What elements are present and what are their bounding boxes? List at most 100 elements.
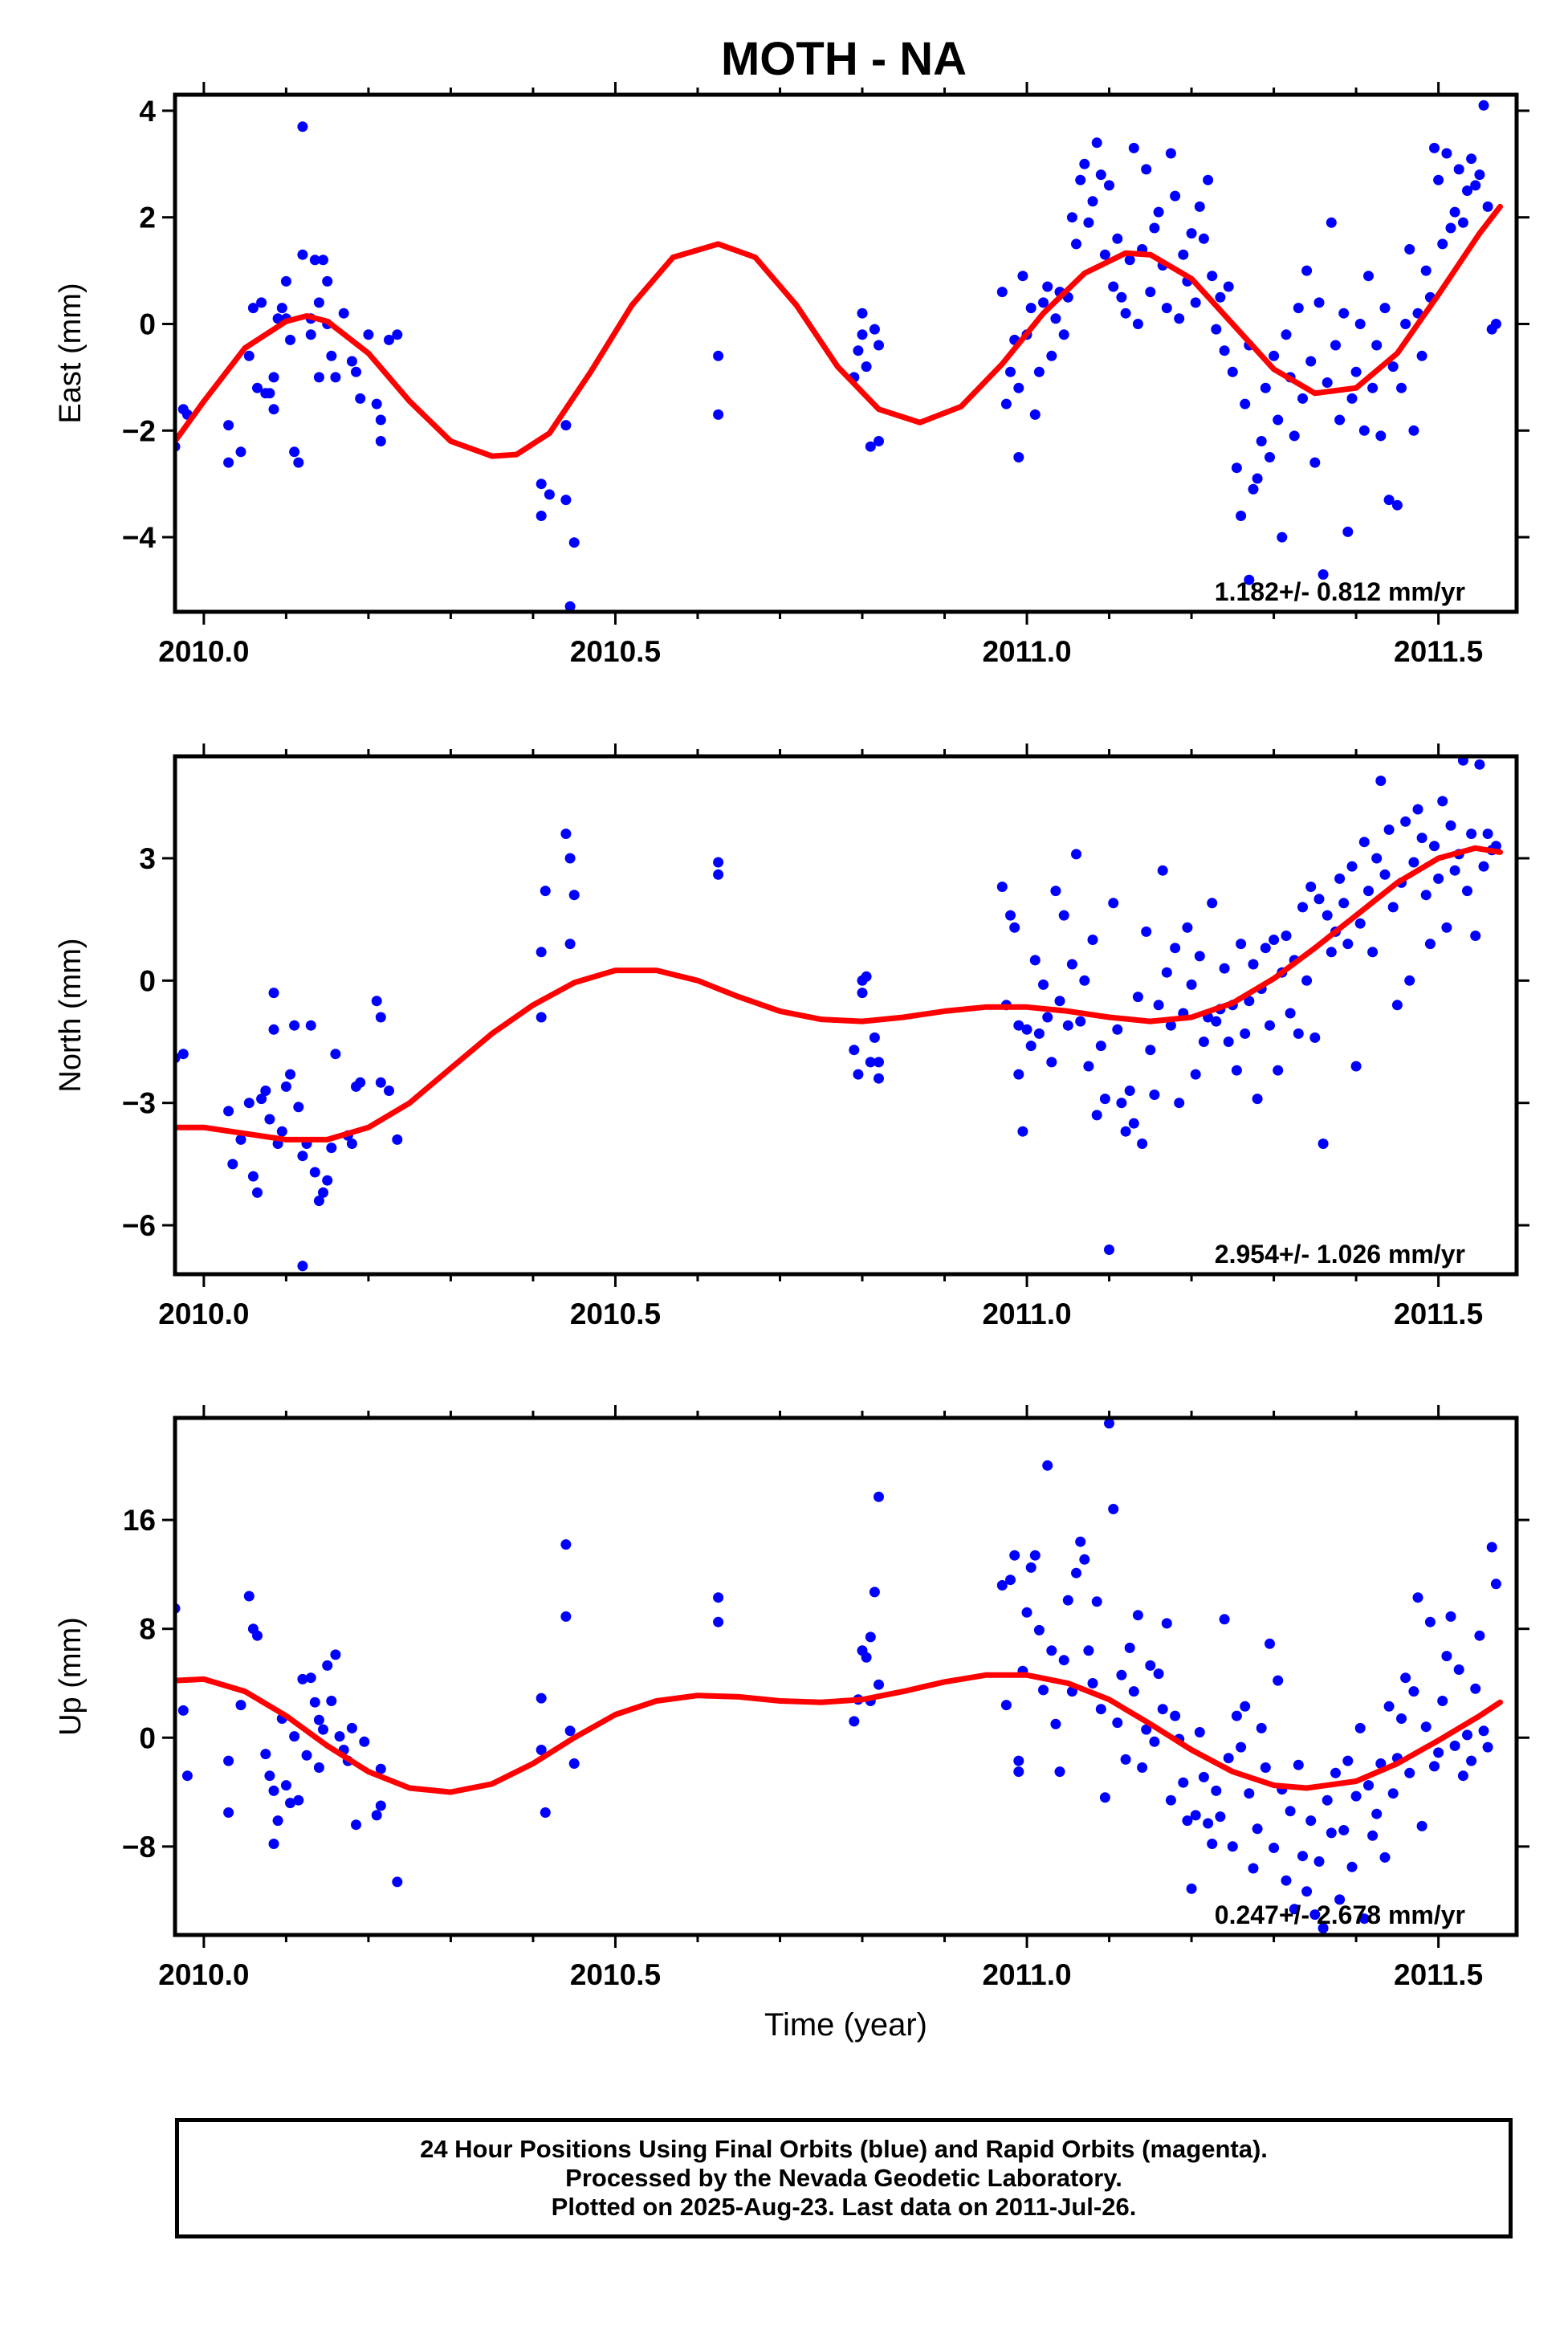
north-point <box>1182 922 1193 933</box>
east-point <box>1042 281 1053 292</box>
up-point <box>1346 1861 1358 1872</box>
east-point <box>1400 319 1411 329</box>
up-point <box>1058 1655 1069 1666</box>
up-point <box>1211 1785 1222 1796</box>
east-ylabel: East (mm) <box>54 283 88 423</box>
north-point <box>536 947 547 958</box>
up-point <box>223 1807 234 1818</box>
east-point <box>1404 244 1415 255</box>
east-point <box>280 275 291 287</box>
east-point <box>318 255 328 266</box>
east-point <box>536 479 547 490</box>
up-point <box>1363 1780 1374 1791</box>
north-point <box>1313 894 1325 905</box>
up-point <box>1198 1771 1209 1782</box>
east-point <box>1445 222 1456 234</box>
north-point <box>1424 939 1436 950</box>
north-point <box>1005 910 1016 921</box>
north-point <box>371 996 382 1007</box>
north-point <box>1066 959 1077 970</box>
up-point <box>1182 1815 1193 1827</box>
east-point <box>1240 398 1251 409</box>
north-point <box>285 1069 295 1080</box>
up-point <box>326 1696 337 1706</box>
east-point <box>1289 430 1300 442</box>
east-rate-label: 1.182+/- 0.812 mm/yr <box>1215 577 1465 606</box>
east-point <box>1075 174 1086 185</box>
north-point <box>1132 992 1143 1003</box>
east-point <box>276 303 287 314</box>
north-point <box>857 988 868 999</box>
up-point <box>392 1876 403 1888</box>
up-point <box>1112 1717 1123 1729</box>
north-point <box>1058 910 1069 921</box>
east-point <box>1046 350 1057 361</box>
up-point <box>293 1794 304 1806</box>
up-point <box>1194 1727 1205 1737</box>
east-point <box>1236 511 1247 521</box>
east-point <box>256 297 267 308</box>
up-point <box>1289 1904 1300 1915</box>
up-point <box>375 1800 386 1811</box>
north-point <box>247 1171 259 1182</box>
east-point <box>338 308 349 319</box>
up-point <box>1490 1578 1501 1590</box>
north-point <box>280 1081 291 1092</box>
up-point <box>1248 1863 1259 1874</box>
east-point <box>1153 206 1164 218</box>
north-point <box>1153 1000 1164 1011</box>
north-point <box>1062 1020 1073 1031</box>
north-point <box>355 1077 366 1088</box>
north-point <box>375 1012 386 1023</box>
up-point <box>1021 1607 1032 1618</box>
north-point <box>1379 869 1391 880</box>
east-point <box>1457 217 1468 228</box>
north-point <box>1157 865 1168 876</box>
east-point <box>1326 217 1337 228</box>
north-point <box>540 886 551 897</box>
north-point <box>1095 1041 1106 1052</box>
east-point <box>568 537 580 548</box>
north-point <box>1445 820 1456 831</box>
east-point <box>297 249 308 260</box>
east-point <box>1248 483 1259 495</box>
up-point <box>1190 1810 1201 1821</box>
up-point <box>1124 1642 1135 1653</box>
east-point <box>1145 287 1156 298</box>
north-point <box>568 890 580 901</box>
east-point <box>1165 148 1176 159</box>
up-xtick-label: 2011.0 <box>982 1958 1071 1991</box>
north-xtick-label: 2011.0 <box>982 1297 1071 1330</box>
east-point <box>1441 148 1452 159</box>
east-point <box>1141 164 1152 175</box>
up-point <box>849 1716 860 1727</box>
east-point <box>1178 249 1189 260</box>
up-point <box>1042 1460 1053 1471</box>
east-point <box>1416 350 1427 361</box>
footer-line-3: Plotted on 2025-Aug-23. Last data on 201… <box>551 2193 1137 2221</box>
north-point <box>1009 922 1020 933</box>
up-point <box>334 1731 345 1742</box>
north-point <box>1437 796 1448 807</box>
east-point <box>560 420 572 431</box>
east-point <box>1470 180 1481 191</box>
north-point <box>235 1134 246 1145</box>
north-point <box>1470 931 1481 941</box>
east-point <box>1437 238 1448 250</box>
north-point <box>1087 935 1098 945</box>
up-point <box>371 1810 382 1821</box>
up-point <box>1379 1851 1391 1863</box>
east-point <box>1108 281 1119 292</box>
up-point <box>1223 1753 1234 1764</box>
east-xtick-label: 2011.5 <box>1394 635 1483 668</box>
north-point <box>330 1049 341 1060</box>
north-point <box>1420 890 1432 901</box>
up-point <box>313 1714 324 1725</box>
up-point <box>1338 1825 1350 1835</box>
up-point <box>330 1649 341 1660</box>
north-point <box>1042 1012 1053 1023</box>
up-point <box>1358 1913 1370 1925</box>
north-point <box>346 1139 357 1149</box>
up-point <box>1462 1729 1472 1741</box>
